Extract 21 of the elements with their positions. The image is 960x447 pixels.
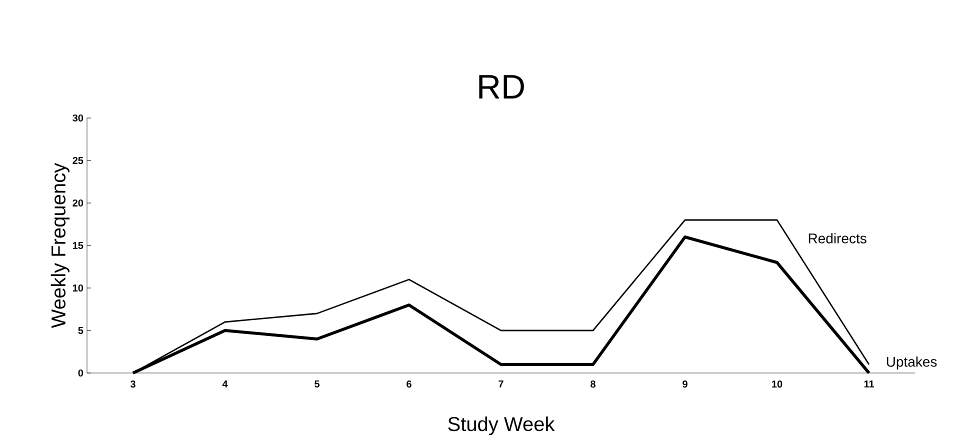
x-axis-title: Study Week (448, 416, 555, 436)
x-tick-label: 9 (682, 380, 688, 388)
x-tick-label: 7 (498, 380, 504, 388)
y-tick-label: 5 (78, 327, 84, 334)
y-tick-label: 20 (72, 199, 84, 207)
x-tick-label: 10 (772, 380, 782, 388)
series-label: Redirects (808, 233, 866, 244)
y-tick-label: 15 (72, 242, 84, 249)
x-tick-label: 6 (406, 380, 412, 388)
x-tick-label: 5 (314, 380, 320, 388)
chart-title: RD (479, 75, 524, 98)
y-axis-title: Weekly Frequency (50, 162, 70, 328)
series-label: Uptakes (886, 356, 937, 370)
x-tick-label: 3 (130, 380, 136, 388)
y-tick-label: 25 (72, 156, 84, 164)
y-tick-label: 10 (72, 284, 84, 292)
x-tick-label: 8 (590, 380, 596, 388)
x-tick-label: 4 (222, 380, 228, 388)
x-tick-label: 11 (864, 380, 874, 388)
y-tick-label: 30 (72, 114, 84, 122)
y-tick-label: 0 (78, 369, 84, 377)
